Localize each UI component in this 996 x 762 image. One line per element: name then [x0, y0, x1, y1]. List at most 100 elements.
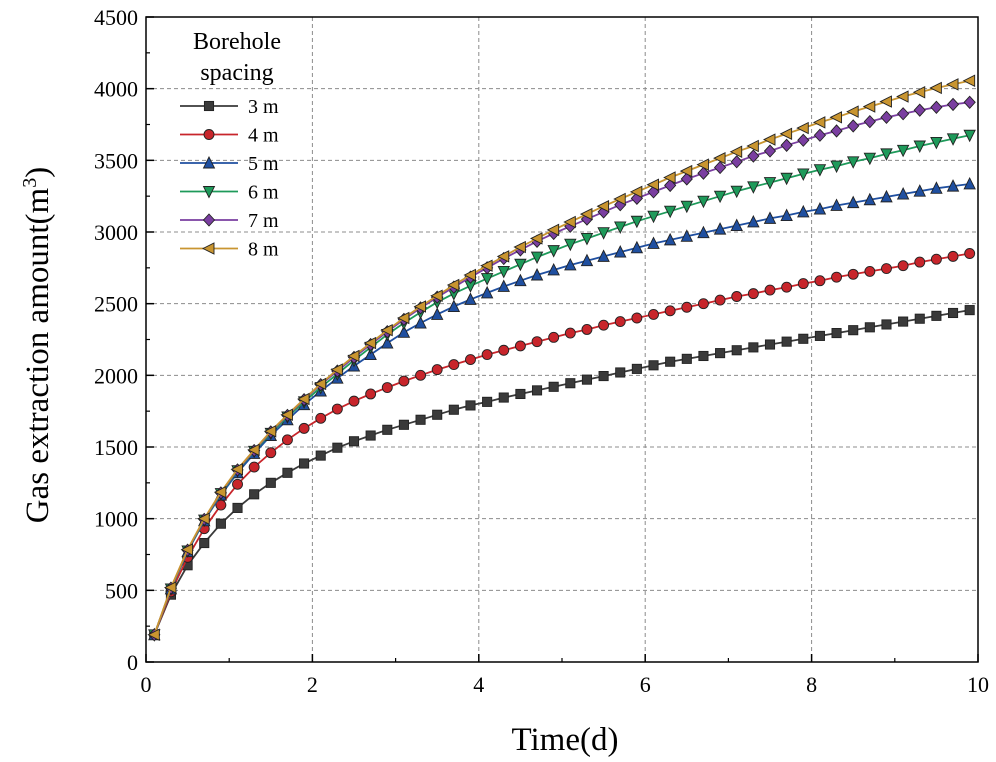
- data-point: [848, 325, 859, 336]
- data-point: [496, 250, 510, 263]
- y-tick-label: 1500: [94, 435, 138, 460]
- legend-label: 8 m: [248, 239, 279, 261]
- legend-marker: [202, 155, 216, 169]
- data-point: [163, 581, 177, 594]
- data-point: [912, 86, 926, 99]
- data-point: [946, 97, 960, 112]
- data-point: [780, 138, 793, 152]
- data-point: [697, 166, 710, 180]
- data-point: [531, 336, 543, 348]
- data-point: [380, 323, 393, 337]
- data-point: [814, 275, 826, 287]
- data-point: [947, 307, 959, 319]
- x-tick-label: 6: [640, 672, 651, 697]
- data-point: [931, 310, 942, 321]
- series-7m: [148, 95, 976, 642]
- data-point: [713, 222, 727, 235]
- data-point: [764, 284, 776, 296]
- data-point: [746, 139, 759, 153]
- data-point: [797, 133, 810, 147]
- data-point: [547, 245, 560, 258]
- data-point: [697, 225, 710, 239]
- data-point: [381, 382, 393, 393]
- data-point: [298, 422, 310, 434]
- data-point: [515, 388, 526, 400]
- data-point: [346, 349, 360, 363]
- data-point: [963, 129, 976, 143]
- data-point: [332, 442, 343, 453]
- data-point: [415, 369, 427, 381]
- data-point: [280, 408, 293, 421]
- data-point: [331, 403, 343, 415]
- data-point: [748, 342, 759, 353]
- data-point: [646, 178, 659, 191]
- data-point: [563, 215, 576, 229]
- data-point: [913, 184, 926, 197]
- data-point: [348, 395, 360, 407]
- data-point: [631, 363, 642, 374]
- data-point: [230, 462, 243, 476]
- series-line: [153, 309, 970, 636]
- data-point: [614, 245, 627, 258]
- data-point: [763, 144, 777, 158]
- data-point: [480, 259, 493, 272]
- data-point: [962, 74, 976, 88]
- data-point: [698, 350, 709, 362]
- data-point: [964, 248, 976, 259]
- data-point: [679, 164, 693, 178]
- data-point: [415, 414, 426, 425]
- data-point: [363, 336, 377, 350]
- data-point: [530, 251, 544, 265]
- legend-marker: [201, 242, 215, 255]
- data-point: [664, 178, 677, 193]
- data-point: [514, 258, 527, 272]
- data-point: [580, 232, 594, 246]
- data-point: [796, 121, 809, 135]
- data-point: [680, 229, 694, 242]
- legend-label: 4 m: [248, 125, 279, 147]
- data-point: [680, 172, 693, 186]
- x-axis-title: Time(d): [512, 722, 619, 758]
- data-point: [781, 281, 793, 293]
- data-point: [546, 223, 560, 237]
- data-point: [547, 262, 560, 276]
- data-point: [930, 253, 942, 265]
- data-point: [413, 300, 427, 313]
- data-point: [247, 443, 260, 457]
- data-point: [780, 172, 793, 186]
- data-point: [448, 404, 459, 415]
- data-point: [729, 145, 743, 158]
- y-axis-title-close: ): [20, 167, 56, 178]
- data-point: [432, 409, 443, 420]
- data-point: [630, 215, 644, 229]
- data-point: [579, 207, 593, 221]
- data-point: [498, 392, 509, 403]
- data-point: [812, 116, 826, 129]
- tick-labels: 0 2 4 6 8 10 0 500 1000 1500 2000 2500 3000 3500 4000 4…: [94, 5, 989, 697]
- data-point: [896, 90, 909, 103]
- data-point: [396, 311, 410, 325]
- data-point: [597, 227, 610, 240]
- data-point: [232, 478, 243, 490]
- data-point: [863, 152, 877, 166]
- data-point: [397, 325, 411, 338]
- data-point: [846, 156, 860, 169]
- ticks: [145, 16, 979, 663]
- x-tick-label: 2: [307, 672, 318, 697]
- data-point: [763, 211, 777, 224]
- legend-label: 5 m: [248, 153, 279, 175]
- data-point: [548, 381, 559, 392]
- data-point: [713, 151, 726, 165]
- data-point: [731, 291, 743, 302]
- data-point: [463, 268, 476, 282]
- data-point: [881, 263, 892, 274]
- data-point: [447, 299, 461, 312]
- data-point: [348, 436, 360, 447]
- data-point: [613, 192, 626, 206]
- data-point: [282, 467, 293, 478]
- data-point: [648, 308, 659, 320]
- data-point: [797, 168, 810, 181]
- data-point: [663, 171, 676, 184]
- data-point: [897, 260, 909, 272]
- data-point: [480, 273, 494, 286]
